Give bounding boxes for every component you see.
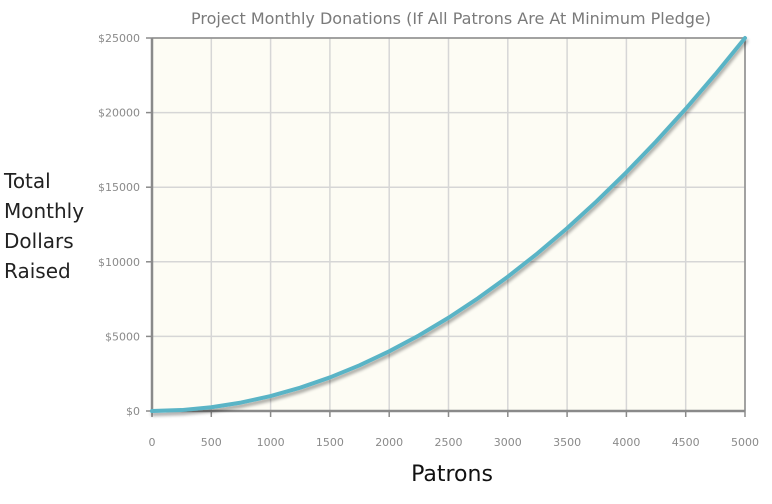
y-axis-label-line: Monthly — [4, 199, 84, 223]
y-tick-labels: $0 $5000 $10000 $15000 $20000 $25000 — [98, 32, 140, 418]
y-tick-label: $20000 — [98, 107, 140, 120]
chart-title: Project Monthly Donations (If All Patron… — [191, 9, 711, 28]
x-tick-label: 3000 — [494, 436, 522, 449]
x-tick-label: 4500 — [672, 436, 700, 449]
y-tick-label: $10000 — [98, 256, 140, 269]
y-tick-label: $15000 — [98, 181, 140, 194]
x-tick-label: 500 — [201, 436, 222, 449]
y-tick-label: $25000 — [98, 32, 140, 45]
axes — [146, 37, 746, 417]
y-axis-label-line: Raised — [4, 259, 71, 283]
series-group — [150, 36, 747, 413]
x-tick-label: 4000 — [612, 436, 640, 449]
y-tick-label: $0 — [126, 405, 140, 418]
series-line — [150, 36, 747, 413]
x-tick-label: 5000 — [731, 436, 759, 449]
y-tick-label: $5000 — [105, 330, 140, 343]
x-axis-label: Patrons — [411, 462, 493, 487]
y-axis-label-line: Total — [3, 169, 51, 193]
x-tick-label: 2500 — [435, 436, 463, 449]
x-tick-label: 1500 — [316, 436, 344, 449]
x-tick-label: 3500 — [553, 436, 581, 449]
x-tick-label: 2000 — [375, 436, 403, 449]
y-axis-label: Total Monthly Dollars Raised — [3, 169, 84, 283]
x-tick-labels: 0 500 1000 1500 2000 2500 3000 3500 4000 4500 5000 — [149, 436, 760, 449]
x-tick-label: 1000 — [257, 436, 285, 449]
x-tick-label: 0 — [149, 436, 156, 449]
y-axis-label-line: Dollars — [4, 229, 74, 253]
